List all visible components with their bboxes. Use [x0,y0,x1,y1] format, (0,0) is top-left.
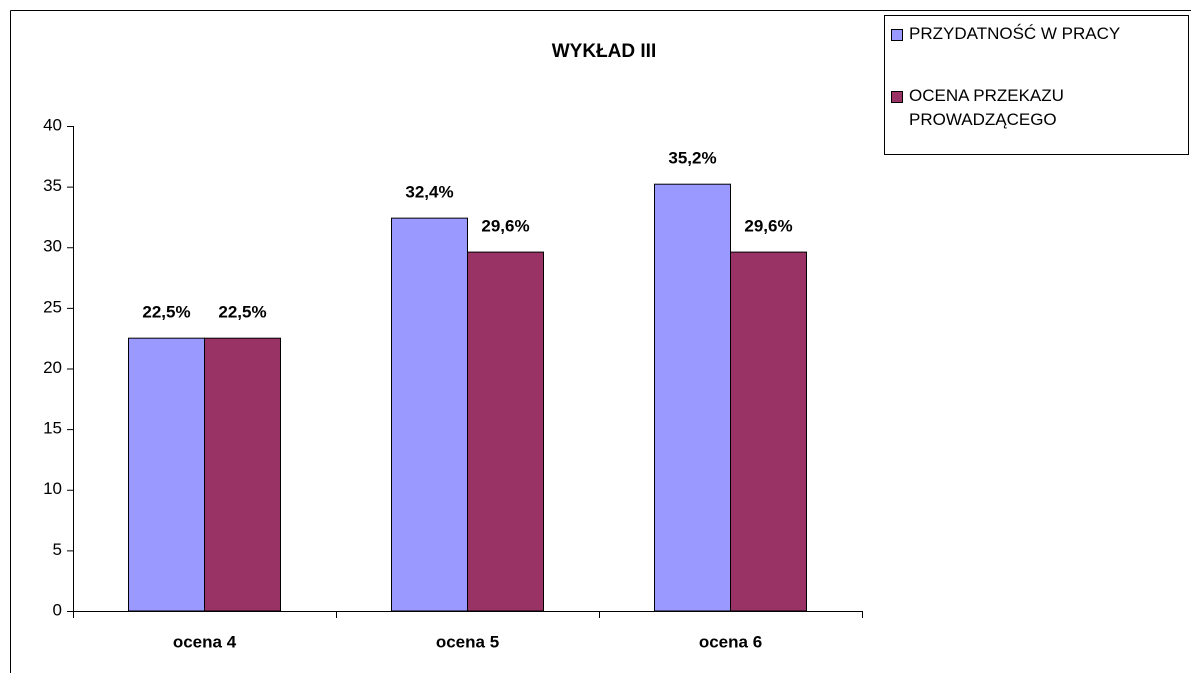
value-label: 22,5% [218,303,266,322]
y-tick-label: 35 [43,176,62,195]
x-tick-label: ocena 5 [436,632,499,651]
value-label: 22,5% [142,303,190,322]
y-tick-label: 30 [43,237,62,256]
y-tick-label: 5 [53,540,62,559]
bar [467,251,544,612]
x-tick-label: ocena 6 [699,632,762,651]
y-tick-label: 25 [43,297,62,316]
y-tick-label: 40 [43,115,62,134]
legend-label: PRZYDATNOŚĆ W PRACY [909,24,1121,43]
bar [204,337,281,612]
y-tick-label: 0 [53,600,62,619]
bar [391,217,468,612]
value-label: 32,4% [405,183,453,202]
y-tick-label: 20 [43,358,62,377]
bar [654,183,731,612]
y-tick-label: 10 [43,479,62,498]
bar [730,251,807,612]
legend-swatch [891,91,903,103]
bar [128,337,205,612]
legend-entry: OCENA PRZEKAZU PROWADZĄCEGO [891,84,1188,132]
x-tick-label: ocena 4 [173,632,237,651]
chart-title: WYKŁAD III [552,41,657,62]
legend-entry: PRZYDATNOŚĆ W PRACY [891,22,1188,46]
value-label: 35,2% [668,149,716,168]
value-label: 29,6% [481,217,529,236]
legend: PRZYDATNOŚĆ W PRACY OCENA PRZEKAZU PROWAD… [884,15,1189,155]
legend-label: OCENA PRZEKAZU PROWADZĄCEGO [909,86,1064,129]
value-label: 29,6% [744,217,792,236]
legend-swatch [891,29,903,41]
y-tick-label: 15 [43,419,62,438]
